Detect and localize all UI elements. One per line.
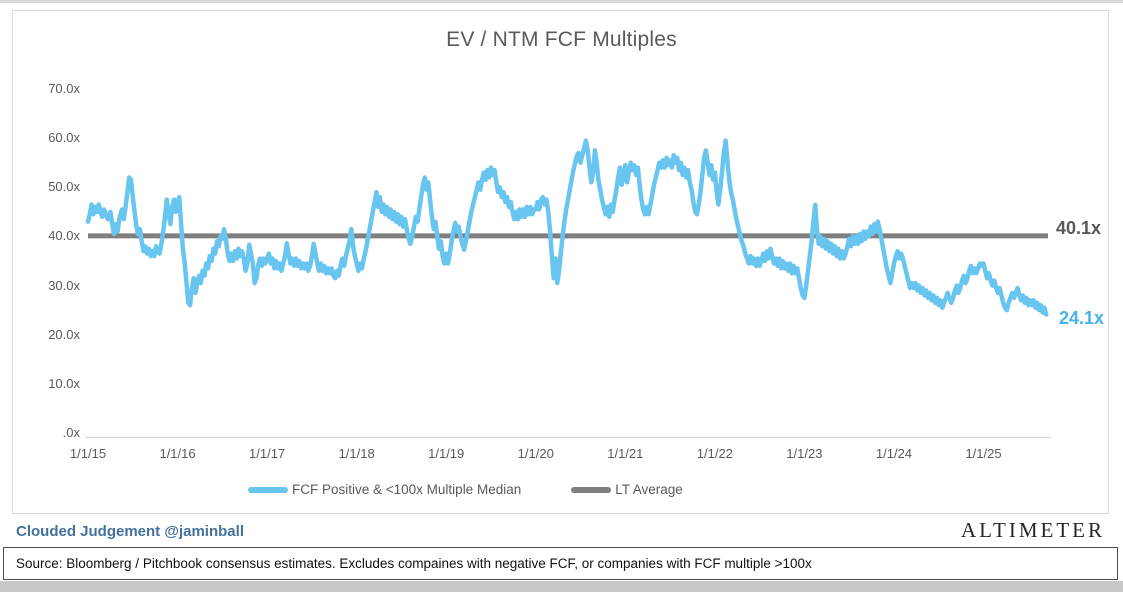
x-tick-label: 1/1/25 xyxy=(965,446,1002,461)
x-tick-label: 1/1/20 xyxy=(517,446,554,461)
x-tick-label: 1/1/23 xyxy=(786,446,823,461)
legend-item-lt-average: LT Average xyxy=(571,482,683,497)
x-tick-label: 1/1/24 xyxy=(875,446,913,461)
y-tick-label: 30.0x xyxy=(48,277,80,293)
legend-label-lt-average: LT Average xyxy=(615,482,683,497)
y-tick-label: .0x xyxy=(62,425,80,440)
chart-container xyxy=(12,10,1109,514)
y-tick-label: 60.0x xyxy=(48,130,80,146)
y-tick-label: 40.0x xyxy=(48,228,80,244)
fcf-median-line-swatch xyxy=(248,486,288,493)
source-note-box: Source: Bloomberg / Pitchbook consensus … xyxy=(3,547,1118,580)
y-tick-label: 50.0x xyxy=(48,179,80,195)
y-tick-label: 10.0x xyxy=(48,375,80,391)
y-tick-label: 20.0x xyxy=(48,326,80,342)
lt-average-value-label: 40.1x xyxy=(1056,218,1102,238)
legend-item-fcf-median: FCF Positive & <100x Multiple Median xyxy=(248,482,521,497)
legend-label-fcf-median: FCF Positive & <100x Multiple Median xyxy=(292,482,522,497)
x-tick-label: 1/1/17 xyxy=(249,446,286,461)
x-tick-label: 1/1/16 xyxy=(159,446,196,461)
chart-legend: FCF Positive & <100x Multiple Median LT … xyxy=(248,482,683,497)
source-note-text: Source: Bloomberg / Pitchbook consensus … xyxy=(16,556,812,571)
x-tick-label: 1/1/18 xyxy=(338,446,375,461)
y-tick-label: 70.0x xyxy=(48,81,80,96)
x-tick-label: 1/1/22 xyxy=(696,446,733,461)
last-value-label: 24.1x xyxy=(1059,308,1105,328)
top-window-edge xyxy=(0,0,1123,3)
clouded-judgement-byline: Clouded Judgement @jaminball xyxy=(16,523,244,540)
altimeter-logo: ALTIMETER xyxy=(960,518,1105,542)
bottom-window-edge xyxy=(0,581,1123,592)
lt-average-line-swatch xyxy=(571,486,612,493)
x-tick-label: 1/1/19 xyxy=(428,446,465,461)
chart-title: EV / NTM FCF Multiples xyxy=(446,28,677,51)
x-tick-label: 1/1/21 xyxy=(607,446,644,461)
x-tick-label: 1/1/15 xyxy=(69,446,107,461)
